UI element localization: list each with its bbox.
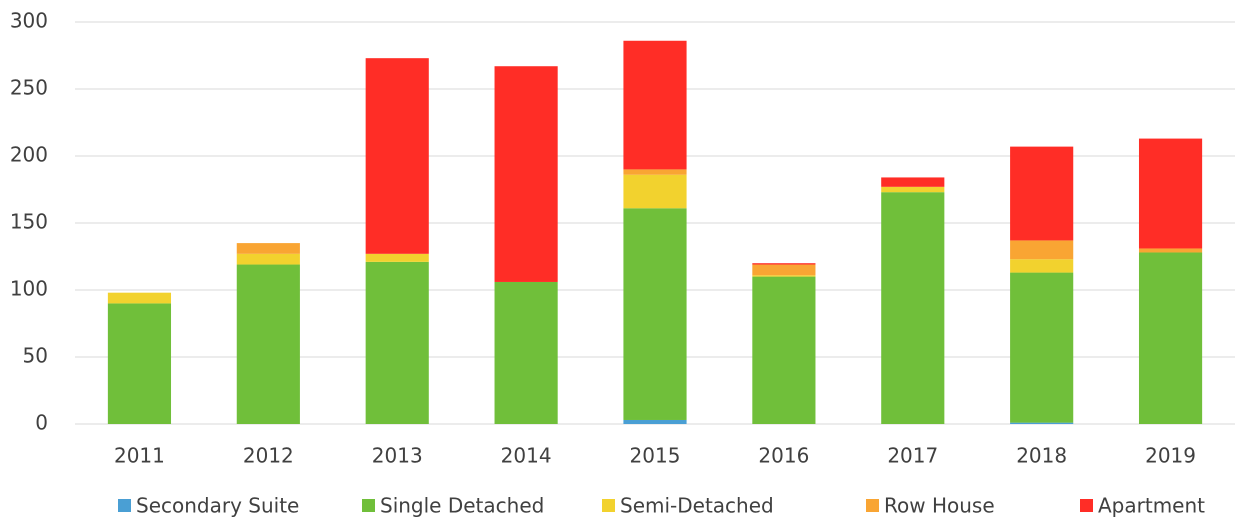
x-tick-label: 2017	[887, 444, 938, 468]
bar-segment	[623, 174, 687, 209]
bar-segment	[107, 292, 172, 304]
x-tick-label: 2019	[1145, 444, 1196, 468]
bar-segment	[881, 186, 945, 193]
bar-segment	[752, 263, 816, 265]
bar-segment	[1138, 252, 1203, 424]
y-tick-label: 50	[23, 344, 48, 368]
bar-segment	[881, 177, 945, 187]
bar-segment	[236, 264, 300, 424]
bar-segment	[236, 243, 300, 254]
bar-segment	[236, 253, 300, 265]
bar-segment	[1138, 138, 1203, 249]
y-tick-label: 300	[10, 9, 48, 33]
y-tick-label: 0	[35, 411, 48, 435]
x-tick-label: 2015	[630, 444, 681, 468]
bar-segment	[1010, 259, 1074, 273]
bar-segment	[494, 66, 558, 282]
bar-segment	[1138, 248, 1203, 253]
legend-swatch	[118, 499, 131, 512]
legend-swatch	[362, 499, 375, 512]
bar-segment	[1010, 146, 1074, 241]
y-tick-label: 150	[10, 210, 48, 234]
legend-swatch	[1080, 499, 1093, 512]
legend-label: Single Detached	[380, 494, 544, 518]
legend-label: Row House	[884, 494, 995, 518]
bar-segment	[365, 261, 429, 424]
x-tick-label: 2013	[372, 444, 423, 468]
bar-segment	[365, 58, 429, 254]
x-tick-label: 2011	[114, 444, 165, 468]
bar-segment	[623, 169, 687, 175]
bar-segment	[1010, 240, 1074, 260]
bar-segment	[365, 253, 429, 262]
bar-segment	[752, 276, 816, 424]
legend-swatch	[866, 499, 879, 512]
y-tick-label: 200	[10, 143, 48, 167]
legend-swatch	[602, 499, 615, 512]
x-tick-label: 2016	[758, 444, 809, 468]
bar-segment	[752, 275, 816, 277]
bar-segment	[623, 208, 687, 420]
bar-segment	[1010, 272, 1074, 423]
x-tick-label: 2018	[1016, 444, 1067, 468]
bar-segment	[881, 192, 945, 424]
x-tick-label: 2014	[501, 444, 552, 468]
legend-label: Semi-Detached	[620, 494, 774, 518]
y-tick-label: 100	[10, 277, 48, 301]
bar-segment	[1010, 422, 1074, 424]
bar-segment	[623, 40, 687, 170]
y-tick-label: 250	[10, 76, 48, 100]
x-tick-label: 2012	[243, 444, 294, 468]
bar-segment	[752, 264, 816, 276]
bar-segment	[494, 281, 558, 424]
legend-label: Apartment	[1098, 494, 1205, 518]
legend-label: Secondary Suite	[136, 494, 299, 518]
bar-segment	[107, 303, 172, 424]
bar-segment	[623, 419, 687, 424]
